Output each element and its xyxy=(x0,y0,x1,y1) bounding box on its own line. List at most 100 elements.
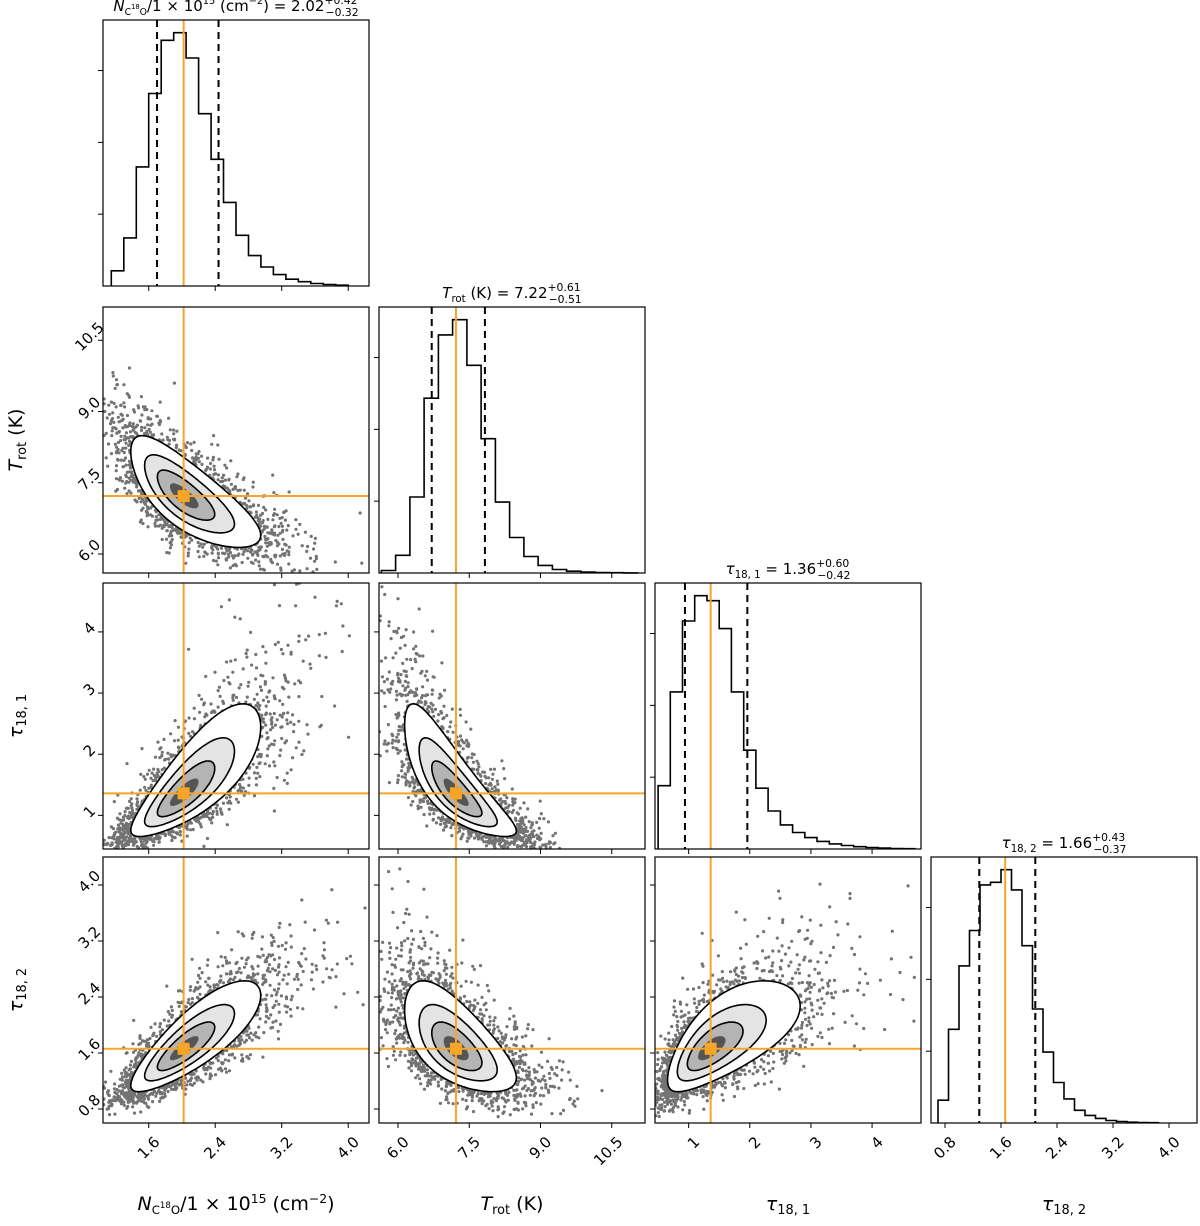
x-axis-tau1: 1 2 3 4 τ18, 1​ xyxy=(684,1133,887,1218)
label-main: T xyxy=(442,284,453,302)
label-sub-end: O xyxy=(171,1203,180,1217)
truth-marker xyxy=(449,1042,462,1055)
median-value: 1.66 xyxy=(1059,834,1092,852)
panel-frame xyxy=(930,856,1198,1124)
label-main: τ xyxy=(5,1000,27,1012)
hist-panel-tau2: τ18, 2​ = 1.66+0.43−0.37 xyxy=(926,831,1198,1128)
median-value: 2.02 xyxy=(291,0,324,15)
histogram-N xyxy=(110,31,349,286)
y-tick-label: 2 xyxy=(80,741,99,760)
contour-line-1 xyxy=(666,979,802,1093)
label-sub: 18, 1 xyxy=(777,1203,810,1218)
contour-line-1 xyxy=(129,979,262,1093)
label-tail: /1 × 10 xyxy=(147,0,203,15)
contour-line-3 xyxy=(156,1021,216,1072)
y-axis-label-Trot: Trot (K) xyxy=(5,409,30,472)
label-main: τ xyxy=(726,560,736,578)
panel-title-N: NC18O/1 × 1015 (cm−2) = 2.02+0.42 −0.32 xyxy=(113,0,358,19)
x-tick-label: 6.0 xyxy=(383,1133,413,1163)
x-axis-N: 1.6 2.4 3.2 4.0 NC18O/1 × 1015 (cm−2) xyxy=(134,1133,363,1217)
x-axis-Trot: 6.0 7.5 9.0 10.5 Trot (K) xyxy=(383,1133,626,1218)
label-sub: rot xyxy=(15,442,30,460)
y-tick-label: 6.0 xyxy=(75,536,105,566)
label-sub: 18, 2 xyxy=(1053,1203,1086,1218)
label-unit-exp: −2 xyxy=(249,0,263,7)
label-close: ) xyxy=(327,1193,334,1215)
panel-content xyxy=(379,857,645,1123)
lower-error: −0.37 xyxy=(1093,843,1126,856)
label-main: τ xyxy=(766,1193,778,1215)
panel-content xyxy=(655,857,921,1123)
lower-error: −0.32 xyxy=(326,6,359,19)
label-sub: rot xyxy=(492,1203,510,1218)
x-tick-label: 2.4 xyxy=(1042,1133,1072,1163)
x-tick-label: 3 xyxy=(806,1133,825,1152)
truth-marker xyxy=(177,1042,190,1055)
y-tick-label: 3 xyxy=(80,680,99,699)
label-exp: 15 xyxy=(251,1192,267,1206)
label-sub: 18, 2 xyxy=(15,968,30,1001)
scatter-panel-N-tau2 xyxy=(98,856,370,1128)
x-tick-label: 4 xyxy=(867,1133,886,1152)
panel-content xyxy=(103,857,369,1123)
y-tick-label: 4.0 xyxy=(75,867,105,897)
label-unit: (cm xyxy=(215,0,248,15)
x-tick-label: 7.5 xyxy=(454,1133,484,1163)
y-axis-Trot: 6.0 7.5 9.0 10.5 Trot (K) xyxy=(5,319,108,566)
truth-marker xyxy=(177,490,190,503)
contour-line-1 xyxy=(129,702,262,838)
truth-marker xyxy=(177,787,190,800)
panel-title-tau2: τ18, 2​ = 1.66+0.43−0.37 xyxy=(1002,831,1127,856)
histogram-tau1 xyxy=(657,594,916,850)
upper-error: +0.61 xyxy=(548,281,581,294)
y-axis-label-tau2: τ18, 2​ xyxy=(5,968,30,1012)
label-sub: 18, 1 xyxy=(15,694,30,727)
scatter-panel-N-Trot xyxy=(98,306,370,578)
label-main: τ xyxy=(1042,1193,1054,1215)
hist-panel-N: NC18O/1 × 1015 (cm−2) = 2.02+0.42 −0.32 xyxy=(98,0,370,291)
x-tick-label: 4.0 xyxy=(333,1133,363,1163)
contour-line-1 xyxy=(403,979,518,1093)
contour-line-3 xyxy=(156,760,216,818)
scatter-panel-Trot-tau1 xyxy=(374,582,646,854)
label-sub: rot xyxy=(451,294,465,305)
contour-line-3 xyxy=(431,760,483,818)
panel-frame xyxy=(102,582,370,850)
y-tick-label: 0.8 xyxy=(75,1091,105,1121)
upper-error: +0.42 xyxy=(324,0,357,7)
panel-title-tau1: τ18, 1​ = 1.36+0.60−0.42 xyxy=(726,557,851,582)
label-main: N xyxy=(137,1193,151,1215)
panel-title-Trot: Trot (K) = 7.22+0.61 −0.51 xyxy=(442,281,581,306)
label-unit: (cm xyxy=(266,1193,308,1215)
contour-line-2 xyxy=(676,1003,768,1082)
contour-line-2 xyxy=(143,1003,236,1082)
panel-frame xyxy=(378,856,646,1124)
hist-panel-tau1: τ18, 1​ = 1.36+0.60−0.42 xyxy=(650,557,922,854)
equals: = xyxy=(1037,834,1059,852)
panel-content xyxy=(103,307,369,573)
label-sub: 18, 2 xyxy=(1011,844,1037,855)
label-tail: /1 × 10 xyxy=(180,1193,251,1215)
scatter-panel-N-tau1 xyxy=(98,582,370,854)
equals: = xyxy=(492,284,514,302)
y-tick-label: 1.6 xyxy=(75,1035,105,1065)
label-main: T xyxy=(481,1193,494,1215)
label-main: τ xyxy=(5,726,27,738)
contour-line-2 xyxy=(143,737,236,828)
x-tick-label: 3.2 xyxy=(1098,1133,1128,1163)
x-axis-tau2: 0.8 1.6 2.4 3.2 4.0 τ18, 2​ xyxy=(930,1133,1184,1218)
label-sub: C xyxy=(152,1203,160,1217)
scatter-panel-Trot-tau2 xyxy=(374,856,646,1128)
x-axis-label-tau1: τ18, 1​ xyxy=(766,1193,810,1218)
x-axis-label-Trot: Trot (K) xyxy=(481,1193,544,1218)
label-unit: (K) xyxy=(510,1193,543,1215)
lower-error: −0.42 xyxy=(817,569,850,582)
x-tick-label: 3.2 xyxy=(267,1133,297,1163)
label-sub-sup: 18 xyxy=(131,3,140,11)
truth-marker xyxy=(704,1042,717,1055)
x-tick-label: 1.6 xyxy=(986,1133,1016,1163)
contour-line-1 xyxy=(403,702,518,838)
panel-content xyxy=(379,583,645,849)
y-axis-tau1: 1 2 3 4 τ18, 1​ xyxy=(5,619,99,822)
